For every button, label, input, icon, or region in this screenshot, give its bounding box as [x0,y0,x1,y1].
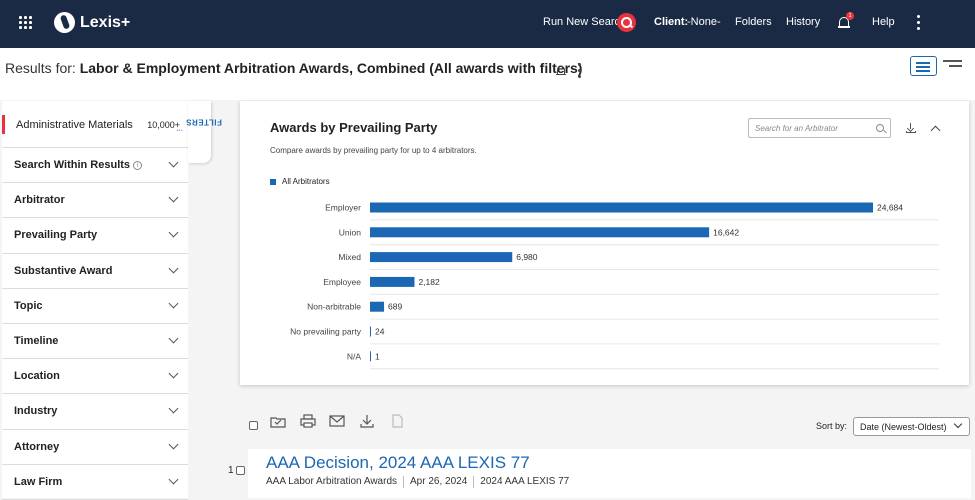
selected-indicator [2,115,5,134]
top-nav-bar: Lexis+ Run New Search Client: -None- Fol… [0,0,975,48]
chevron-down-icon [168,474,179,485]
content-type-admin-materials[interactable]: Administrative Materials 10,000+ [2,101,188,148]
filters-tab-label: ⫶ FILTERS [175,117,222,132]
bar[interactable] [370,351,371,362]
download-icon[interactable] [359,414,375,428]
run-new-search-link[interactable]: Run New Search [543,16,627,28]
search-icon[interactable] [876,124,884,132]
filter-arbitrator[interactable]: Arbitrator [2,183,188,219]
legend-label: All Arbitrators [282,177,330,186]
more-options-icon[interactable] [917,15,920,30]
info-icon[interactable]: i [133,161,143,170]
filters-toggle-tab[interactable]: ⫶ FILTERS [175,101,222,163]
filter-attorney[interactable]: Attorney [2,430,188,465]
awards-chart-panel: Awards by Prevailing Party Compare award… [240,101,969,385]
category-label: N/A [347,351,362,361]
category-label: Employer [325,203,361,213]
chevron-down-icon [168,157,179,168]
chevron-down-icon [168,227,179,238]
result-number: 1 [228,465,234,476]
bar[interactable] [370,301,385,312]
document-icon [392,414,403,428]
search-icon[interactable] [617,13,636,32]
filter-location[interactable]: Location [2,359,188,395]
chart-subtitle: Compare awards by prevailing party for u… [270,146,477,155]
help-link[interactable]: Help [872,16,895,28]
apps-grid-icon[interactable] [19,16,33,30]
client-label: Client: [654,16,689,28]
chevron-down-icon [953,419,963,429]
legend-swatch [270,178,276,185]
filter-search-within-results[interactable]: Search Within Results i [2,148,188,184]
notification-badge: 1 [846,12,854,20]
download-chart-icon[interactable] [906,123,916,133]
value-label: 1 [375,351,380,361]
lexis-logo-icon [54,12,75,33]
lexis-logo[interactable]: Lexis+ [54,12,130,33]
chevron-down-icon [168,298,179,309]
email-icon[interactable] [329,414,345,428]
chart-legend: All Arbitrators [270,177,330,186]
chevron-down-icon [168,333,179,344]
value-label: 24,684 [877,203,903,213]
filter-timeline[interactable]: Timeline [2,324,188,360]
chevron-down-icon [168,368,179,379]
filter-substantive-award[interactable]: Substantive Award [2,254,188,289]
list-view-icon[interactable] [910,56,937,76]
sort-label: Sort by: [816,421,848,431]
result-metadata: AAA Labor Arbitration Awards Apr 26, 202… [266,476,570,488]
bar[interactable] [370,252,513,263]
bar[interactable] [370,326,371,337]
chevron-down-icon [168,403,179,414]
result-item: AAA Decision, 2024 AAA LEXIS 77 AAA Labo… [248,449,971,498]
notifications-bell-icon[interactable] [838,15,850,29]
category-label: Employee [323,277,361,287]
bar[interactable] [370,202,873,213]
client-selector[interactable]: -None- [687,16,721,28]
select-all-checkbox[interactable] [249,421,258,430]
chevron-down-icon [168,263,179,274]
sort-select[interactable]: Date (Newest-Oldest) [853,417,970,436]
folders-link[interactable]: Folders [735,16,772,28]
filter-law-firm[interactable]: Law Firm [2,465,188,500]
value-label: 24 [375,327,385,337]
chart-title: Awards by Prevailing Party [270,120,438,135]
value-label: 2,182 [418,277,440,287]
filter-industry[interactable]: Industry [2,394,188,430]
category-label: Union [339,227,361,237]
print-icon[interactable] [300,414,316,428]
prevailing-party-bar-chart: Employer 24,684 Union 16,642 Mixed 6,980 Emplo… [290,202,939,370]
results-header: Results for: Labor & Employment Arbitrat… [0,48,975,100]
results-title: Results for: Labor & Employment Arbitrat… [5,60,583,76]
value-label: 689 [388,302,402,312]
add-to-folder-icon[interactable] [270,414,286,428]
compact-view-icon[interactable] [943,59,962,71]
category-label: Mixed [338,252,361,262]
arbitrator-search-input[interactable]: Search for an Arbitrator [748,118,891,138]
result-title-link[interactable]: AAA Decision, 2024 AAA LEXIS 77 [266,453,530,472]
results-options-icon[interactable] [578,63,581,78]
filter-sidebar: Administrative Materials 10,000+ Search … [2,101,188,500]
bar[interactable] [370,276,415,287]
filter-topic[interactable]: Topic [2,289,188,324]
alert-bell-icon[interactable] [556,65,566,77]
category-label: Non-arbitrable [307,302,361,312]
chevron-down-icon [168,192,179,203]
result-checkbox[interactable] [236,466,245,475]
history-link[interactable]: History [786,16,821,28]
chevron-down-icon [168,439,179,449]
bar[interactable] [370,227,710,238]
value-label: 16,642 [713,227,739,237]
filter-prevailing-party[interactable]: Prevailing Party [2,218,188,254]
value-label: 6,980 [516,252,538,262]
category-label: No prevailing party [290,327,362,337]
